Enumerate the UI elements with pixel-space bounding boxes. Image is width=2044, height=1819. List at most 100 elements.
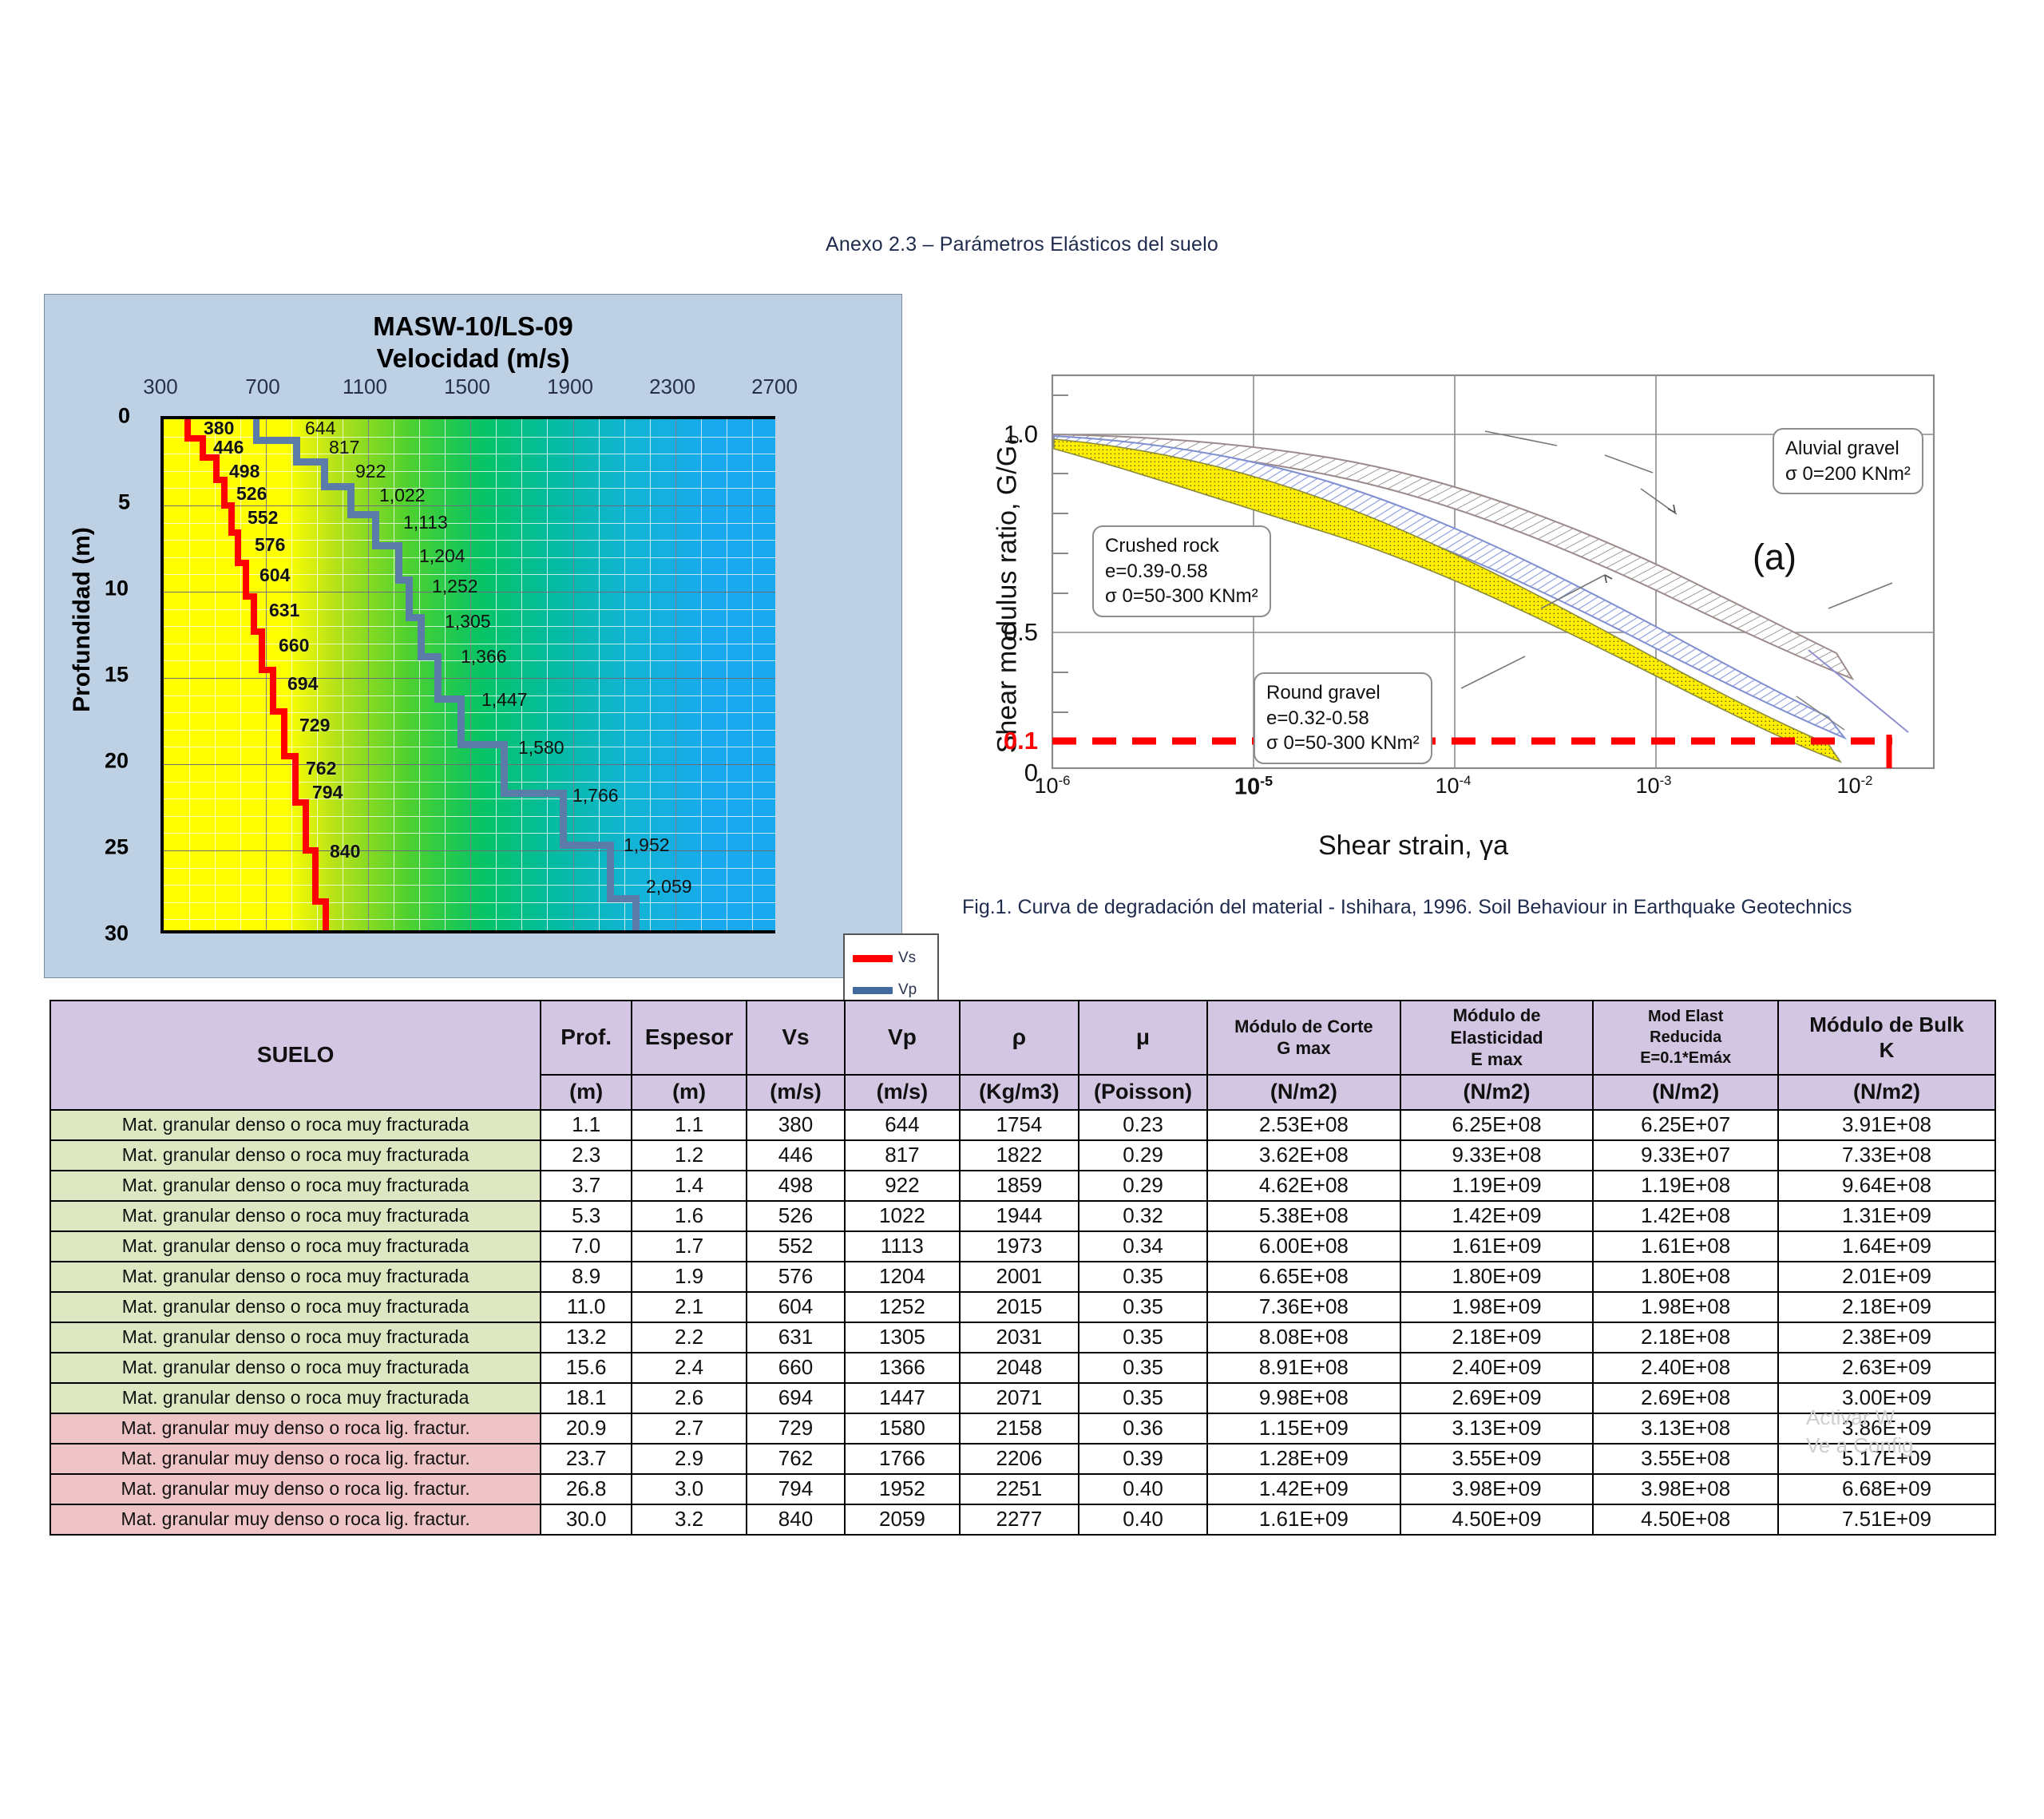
masw-legend-item-vs: Vs [853,949,916,967]
masw-ytick-3: 15 [105,662,129,687]
cell-emax: 1.61E+09 [1399,1230,1594,1262]
masw-vs-label-2: 498 [229,461,260,482]
cell-suelo: Mat. granular denso o roca muy fracturad… [49,1260,542,1293]
masw-vp-label-3: 1,022 [379,485,426,505]
cell-rho: 1822 [958,1139,1079,1171]
cell-vp: 1952 [843,1472,961,1505]
panel-letter-a: (a) [1753,537,1796,577]
masw-vp-label-11: 1,766 [572,785,619,806]
cell-emax: 4.50E+09 [1399,1503,1594,1536]
table-row: Mat. granular muy denso o roca lig. frac… [49,1503,1996,1536]
ishihara-figure-caption: Fig.1. Curva de degradación del material… [962,896,1852,918]
cell-espesor: 1.2 [631,1139,748,1171]
ishihara-x-axis-label: Shear strain, γa [1317,830,1509,861]
cell-mu: 0.39 [1077,1442,1209,1475]
cell-rho: 2031 [958,1321,1079,1353]
cell-mu: 0.35 [1077,1321,1209,1353]
cell-ered: 3.13E+08 [1592,1412,1779,1444]
cell-prof: 3.7 [540,1169,633,1202]
cell-vp: 1305 [843,1321,961,1353]
cell-bulk: 2.01E+09 [1777,1260,1996,1293]
page-title: Anexo 2.3 – Parámetros Elásticos del sue… [826,233,1218,256]
cell-espesor: 1.4 [631,1169,748,1202]
th-unit-emax: (N/m2) [1399,1073,1594,1111]
cell-vp: 922 [843,1169,961,1202]
th-bulk-line2: K [1879,1038,1895,1063]
cell-mu: 0.35 [1077,1290,1209,1323]
cell-ered: 2.40E+08 [1592,1351,1779,1384]
cell-bulk: 2.18E+09 [1777,1290,1996,1323]
th-unit-bulk: (N/m2) [1777,1073,1996,1111]
th-unit-prof: (m) [540,1073,633,1111]
th-gmax-line2: G max [1277,1038,1331,1059]
cell-vp: 1022 [843,1199,961,1232]
cell-bulk: 3.91E+08 [1777,1108,1996,1141]
cell-espesor: 1.1 [631,1108,748,1141]
callout-crushed-line2: e=0.39-0.58 [1105,560,1208,582]
cell-rho: 2206 [958,1442,1079,1475]
th-emax-line3: E max [1471,1049,1523,1069]
masw-ytick-6: 30 [105,921,129,945]
vs-color-swatch [853,954,893,962]
cell-emax: 3.98E+09 [1399,1472,1594,1505]
table-row: Mat. granular denso o roca muy fracturad… [49,1321,1996,1353]
cell-espesor: 2.9 [631,1442,748,1475]
cell-espesor: 3.2 [631,1503,748,1536]
th-espesor: Espesor [631,1000,748,1076]
cell-mu: 0.35 [1077,1260,1209,1293]
cell-suelo: Mat. granular muy denso o roca lig. frac… [49,1412,542,1444]
masw-vs-label-10: 729 [299,715,331,735]
th-unit-vs: (m/s) [746,1073,846,1111]
cell-espesor: 1.9 [631,1260,748,1293]
cell-ered: 9.33E+07 [1592,1139,1779,1171]
cell-bulk: 1.64E+09 [1777,1230,1996,1262]
cell-vs: 446 [746,1139,846,1171]
masw-plot-area: 380 446 498 526 552 576 604 631 660 694 … [160,416,775,933]
th-bulk: Módulo de Bulk K [1777,1000,1996,1076]
th-ereducida: Mod Elast Reducida E=0.1*Emáx [1592,1000,1779,1076]
masw-xtick-2: 1100 [343,374,387,398]
ishihara-xtick-5: 10-2 [1836,773,1873,798]
cell-vs: 604 [746,1290,846,1323]
cell-suelo: Mat. granular denso o roca muy fracturad… [49,1381,542,1414]
cell-mu: 0.29 [1077,1169,1209,1202]
masw-vp-label-5: 1,204 [419,545,465,566]
table-row: Mat. granular muy denso o roca lig. frac… [49,1472,1996,1505]
cell-rho: 2015 [958,1290,1079,1323]
table-row: Mat. granular denso o roca muy fracturad… [49,1381,1996,1414]
vp-color-swatch [853,986,893,994]
cell-vp: 1447 [843,1381,961,1414]
cell-emax: 1.80E+09 [1399,1260,1594,1293]
masw-vs-label-7: 631 [269,600,300,620]
callout-round-gravel: Round gravel e=0.32-0.58 σ 0=50-300 KNm² [1254,672,1432,765]
masw-vp-label-0: 644 [305,418,336,438]
cell-suelo: Mat. granular denso o roca muy fracturad… [49,1169,542,1202]
th-unit-gmax: (N/m2) [1206,1073,1401,1111]
soil-parameters-table-container: SUELO Prof. Espesor Vs Vp ρ μ Módulo de … [49,1000,1996,1536]
masw-legend-item-vp: Vp [853,981,917,999]
th-emax-line1: Módulo de [1452,1005,1541,1025]
th-ered-line2: Reducida [1650,1028,1722,1047]
ishihara-xtick-4: 10-3 [1635,773,1672,798]
cell-mu: 0.32 [1077,1199,1209,1232]
cell-bulk: 6.68E+09 [1777,1472,1996,1505]
callout-aluvial-line1: Aluvial gravel [1785,438,1899,459]
ishihara-ytick-3: 0.1 [1003,727,1038,755]
cell-vs: 631 [746,1321,846,1353]
cell-espesor: 1.6 [631,1199,748,1232]
callout-round-line1: Round gravel [1266,682,1380,703]
cell-rho: 2158 [958,1412,1079,1444]
table-row: Mat. granular denso o roca muy fracturad… [49,1199,1996,1232]
cell-prof: 23.7 [540,1442,633,1475]
cell-espesor: 1.7 [631,1230,748,1262]
cell-suelo: Mat. granular denso o roca muy fracturad… [49,1199,542,1232]
cell-bulk: 9.64E+08 [1777,1169,1996,1202]
cell-prof: 8.9 [540,1260,633,1293]
ishihara-xtick-2: 10-5 [1234,773,1274,800]
cell-gmax: 1.15E+09 [1206,1412,1401,1444]
cell-ered: 1.61E+08 [1592,1230,1779,1262]
cell-suelo: Mat. granular denso o roca muy fracturad… [49,1290,542,1323]
masw-xtick-4: 1900 [547,374,593,398]
masw-xtick-0: 300 [143,374,178,398]
masw-vp-label-13: 2,059 [646,876,692,897]
